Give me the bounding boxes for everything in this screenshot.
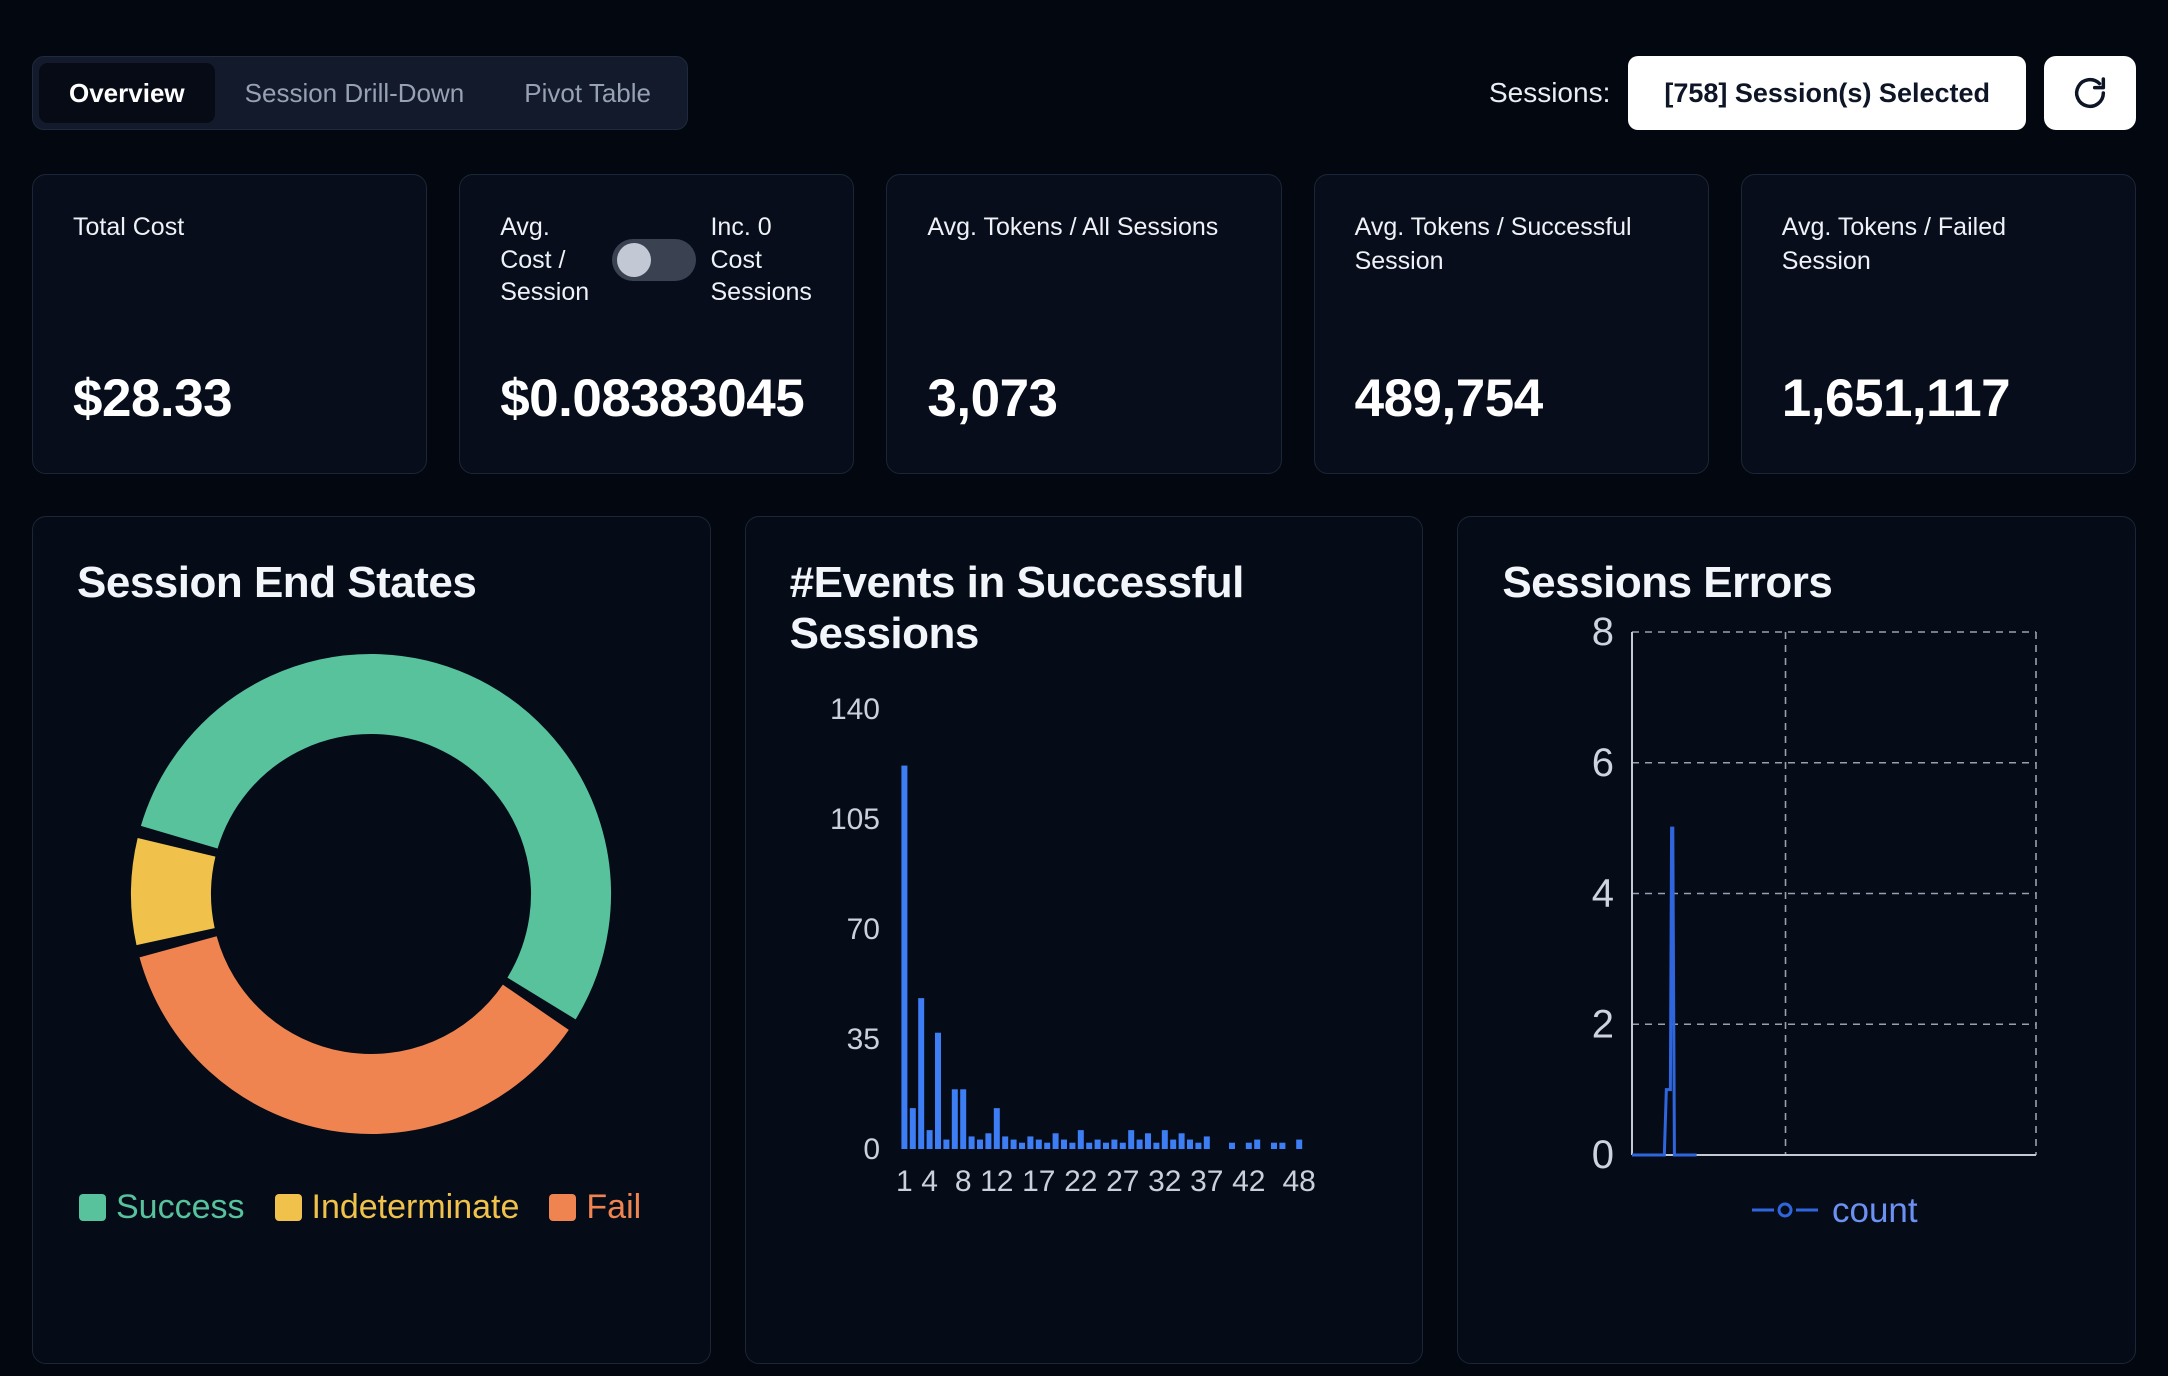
refresh-button[interactable] — [2044, 56, 2136, 130]
legend-swatch — [274, 1194, 302, 1222]
charts-row: Session End States Success Indeterminate F… — [32, 516, 2136, 1364]
svg-text:0: 0 — [863, 1133, 880, 1166]
tab-session-drill-down[interactable]: Session Drill-Down — [215, 63, 495, 123]
line-legend-label: count — [1832, 1191, 1918, 1230]
svg-text:6: 6 — [1592, 741, 1614, 785]
svg-text:17: 17 — [1022, 1165, 1055, 1198]
svg-text:4: 4 — [921, 1165, 938, 1198]
panel-title: Session End States — [77, 558, 477, 607]
svg-text:8: 8 — [1592, 610, 1614, 654]
svg-text:0: 0 — [1592, 1133, 1614, 1177]
stat-card-total-cost: Total Cost $28.33 — [32, 174, 428, 474]
panel-session-end-states: Session End States Success Indeterminate F… — [32, 516, 711, 1364]
stat-label: Inc. 0 Cost Sessions — [710, 213, 812, 306]
sessions-controls: Sessions: [758] Session(s) Selected — [1489, 56, 2136, 130]
legend-label: Indeterminate — [311, 1188, 520, 1227]
svg-text:8: 8 — [955, 1165, 972, 1198]
stat-card-avg-tokens-successful: Avg. Tokens / Successful Session 489,754 — [1313, 174, 1709, 474]
svg-text:42: 42 — [1232, 1165, 1265, 1198]
stat-value: $28.33 — [73, 369, 233, 428]
legend-swatch — [79, 1194, 106, 1222]
svg-text:37: 37 — [1190, 1165, 1223, 1198]
stat-value: 3,073 — [927, 369, 1058, 428]
stat-cards-row: Total Cost $28.33 Avg. Cost / Session In… — [32, 174, 2136, 474]
tab-pivot-table[interactable]: Pivot Table — [494, 63, 681, 123]
svg-text:12: 12 — [980, 1165, 1013, 1198]
line-legend-marker-icon — [1777, 1202, 1793, 1218]
svg-text:2: 2 — [1592, 1002, 1614, 1046]
svg-text:32: 32 — [1148, 1165, 1181, 1198]
sessions-errors-chart: count 0 2 4 6 8 — [1592, 610, 2038, 1230]
svg-text:70: 70 — [846, 913, 879, 946]
stat-value: $0.08383045 — [500, 369, 805, 428]
svg-text:27: 27 — [1106, 1165, 1139, 1198]
legend-item-fail[interactable]: Fail — [549, 1188, 641, 1227]
toggle-knob — [617, 242, 652, 277]
stat-value: 489,754 — [1354, 369, 1544, 428]
include-zero-cost-toggle[interactable] — [612, 238, 697, 281]
legend-item-success[interactable]: Success — [79, 1188, 245, 1227]
legend-label: Fail — [586, 1188, 642, 1227]
svg-text:1: 1 — [896, 1165, 913, 1198]
stat-card-avg-tokens-failed: Avg. Tokens / Failed Session 1,651,117 — [1740, 174, 2136, 474]
avg-cost-header: Avg. Cost / Session Inc. 0 Cost Sessions — [500, 211, 813, 309]
top-bar: Overview Session Drill-Down Pivot Table … — [32, 56, 2136, 130]
stat-label: Avg. Tokens / Successful Session — [1354, 213, 1632, 275]
legend-label: Success — [116, 1188, 245, 1227]
legend-item-indeterminate[interactable]: Indeterminate — [274, 1188, 520, 1227]
stat-value: 1,651,117 — [1781, 369, 2011, 428]
svg-text:48: 48 — [1282, 1165, 1315, 1198]
tab-bar: Overview Session Drill-Down Pivot Table — [32, 56, 688, 130]
stat-label: Avg. Cost / Session — [500, 213, 590, 306]
stat-card-avg-tokens-all: Avg. Tokens / All Sessions 3,073 — [886, 174, 1282, 474]
panel-sessions-errors: Sessions Errors count 0 2 4 6 8 — [1457, 516, 2136, 1364]
tab-overview[interactable]: Overview — [39, 63, 215, 123]
stat-label: Total Cost — [73, 213, 185, 241]
sessions-label: Sessions: — [1488, 77, 1611, 108]
svg-text:140: 140 — [830, 693, 880, 726]
svg-text:35: 35 — [846, 1023, 879, 1056]
panel-title: Sessions Errors — [1502, 558, 1833, 607]
session-end-states-chart — [131, 654, 612, 1134]
legend-swatch — [549, 1194, 577, 1222]
stat-label: Avg. Tokens / All Sessions — [927, 213, 1219, 241]
line-legend[interactable]: count — [1752, 1191, 1918, 1230]
stat-label: Avg. Tokens / Failed Session — [1781, 213, 2007, 275]
svg-text:4: 4 — [1592, 872, 1614, 916]
panel-events-histogram: #Events in Successful Sessions 0 35 70 105 1… — [744, 516, 1424, 1364]
refresh-icon — [2074, 77, 2106, 109]
svg-text:22: 22 — [1064, 1165, 1097, 1198]
sessions-selector[interactable]: [758] Session(s) Selected — [1628, 56, 2026, 130]
panel-title: #Events in Successful Sessions — [789, 558, 1245, 659]
session-end-states-legend: Success Indeterminate Fail — [77, 1188, 666, 1227]
svg-text:105: 105 — [830, 803, 880, 836]
stat-card-avg-cost-per-session: Avg. Cost / Session Inc. 0 Cost Sessions… — [459, 174, 855, 474]
